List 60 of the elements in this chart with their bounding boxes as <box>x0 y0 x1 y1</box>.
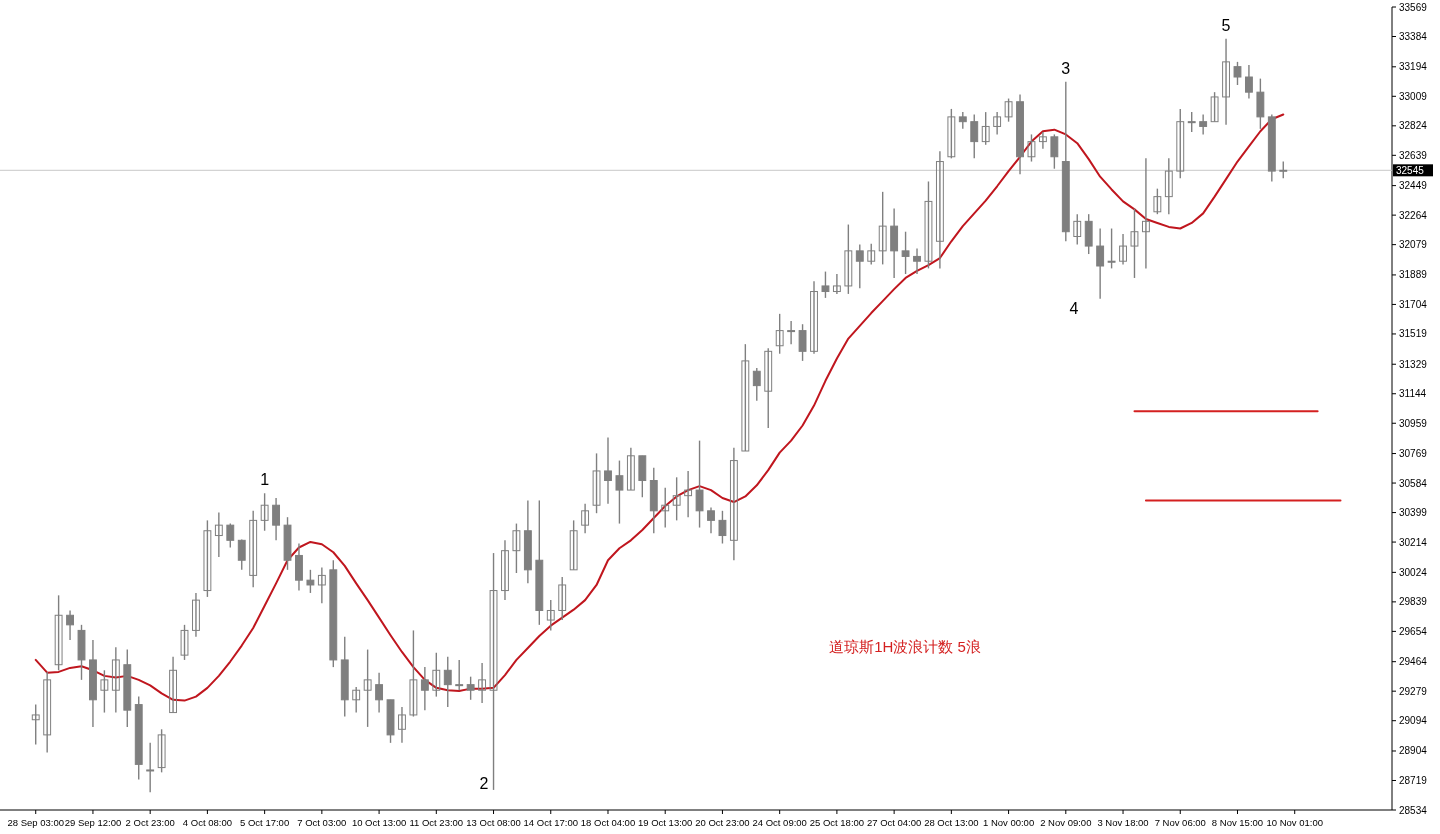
y-tick-label: 29464 <box>1399 656 1428 668</box>
y-tick-label: 31704 <box>1399 298 1428 310</box>
y-tick-label: 29839 <box>1399 596 1428 608</box>
annotation: 5 <box>1221 16 1231 34</box>
x-tick-label: 10 Nov 01:00 <box>1266 817 1323 828</box>
x-tick-label: 8 Nov 15:00 <box>1211 817 1264 828</box>
x-tick-label: 13 Oct 08:00 <box>466 817 521 828</box>
y-tick-label: 31144 <box>1399 388 1427 400</box>
y-tick-label: 33384 <box>1399 31 1428 42</box>
x-tick-label: 4 Oct 08:00 <box>182 817 232 828</box>
x-tick-label: 24 Oct 09:00 <box>752 817 807 828</box>
x-tick-label: 2 Nov 09:00 <box>1040 817 1092 828</box>
x-tick-label: 7 Oct 03:00 <box>297 817 347 828</box>
annotation: 2 <box>479 775 489 792</box>
y-tick-label: 31329 <box>1399 358 1428 370</box>
x-tick-label: 18 Oct 04:00 <box>580 817 636 828</box>
annotation: 4 <box>1069 300 1079 317</box>
x-tick-label: 14 Oct 17:00 <box>523 817 578 828</box>
x-tick-label: 19 Oct 13:00 <box>638 817 693 828</box>
x-tick-label: 28 Sep 03:00 <box>7 817 64 828</box>
y-tick-label: 32639 <box>1399 149 1428 161</box>
y-tick-label: 29279 <box>1399 685 1428 697</box>
x-tick-label: 29 Sep 12:00 <box>64 817 122 828</box>
y-tick-label: 33009 <box>1399 90 1428 102</box>
annotation: 3 <box>1061 59 1071 77</box>
y-tick-label: 28719 <box>1399 775 1428 786</box>
y-tick-label: 30399 <box>1399 507 1428 519</box>
y-tick-label: 32264 <box>1399 209 1428 221</box>
y-tick-label: 30024 <box>1399 566 1428 578</box>
x-tick-label: 28 Oct 13:00 <box>924 817 979 828</box>
y-tick-label: 30769 <box>1399 448 1428 460</box>
line-series <box>34 113 1285 702</box>
y-tick-label: 32079 <box>1399 239 1428 251</box>
y-tick-label: 31519 <box>1399 328 1428 340</box>
annotation: 1 <box>260 471 270 489</box>
y-tick-label: 28904 <box>1399 745 1428 757</box>
y-tick-label: 31889 <box>1399 269 1428 281</box>
x-tick-label: 10 Oct 13:00 <box>351 817 407 828</box>
y-tick-label: 28534 <box>1399 804 1428 816</box>
y-tick-label: 30959 <box>1399 417 1428 429</box>
x-tick-label: 7 Nov 06:00 <box>1154 817 1206 828</box>
ref-line-label: 32545 <box>1396 165 1425 177</box>
y-tick-label: 32824 <box>1399 120 1428 132</box>
annotation: 道琼斯1H波浪计数 5浪 <box>829 638 981 655</box>
y-tick-label: 30214 <box>1399 536 1428 548</box>
y-tick-label: 32449 <box>1399 180 1428 192</box>
y-tick-label: 30584 <box>1399 477 1428 489</box>
x-tick-label: 20 Oct 23:00 <box>695 817 750 828</box>
x-tick-label: 3 Nov 18:00 <box>1097 817 1149 828</box>
ref-label: 32545 <box>1393 164 1433 177</box>
y-tick-label: 33569 <box>1399 1 1428 13</box>
y-tick-label: 33194 <box>1399 61 1428 73</box>
x-tick-label: 27 Oct 04:00 <box>866 817 922 828</box>
x-tick-label: 1 Nov 00:00 <box>982 817 1035 828</box>
y-tick-label: 29654 <box>1399 625 1428 637</box>
x-tick-label: 2 Oct 23:00 <box>125 817 175 828</box>
y-tick-label: 29094 <box>1399 715 1428 727</box>
x-tick-label: 25 Oct 18:00 <box>809 817 865 828</box>
x-tick-label: 11 Oct 23:00 <box>409 817 464 828</box>
x-tick-label: 5 Oct 17:00 <box>240 817 290 828</box>
